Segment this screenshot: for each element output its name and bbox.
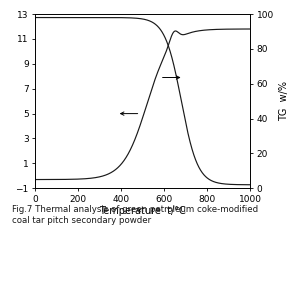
Text: Fig.7 Thermal analysis of green petroleum coke-modified
coal tar pitch secondary: Fig.7 Thermal analysis of green petroleu… bbox=[12, 205, 258, 225]
Y-axis label: TG  w/%: TG w/% bbox=[279, 81, 289, 121]
X-axis label: Temperature  t/°C: Temperature t/°C bbox=[99, 206, 186, 216]
